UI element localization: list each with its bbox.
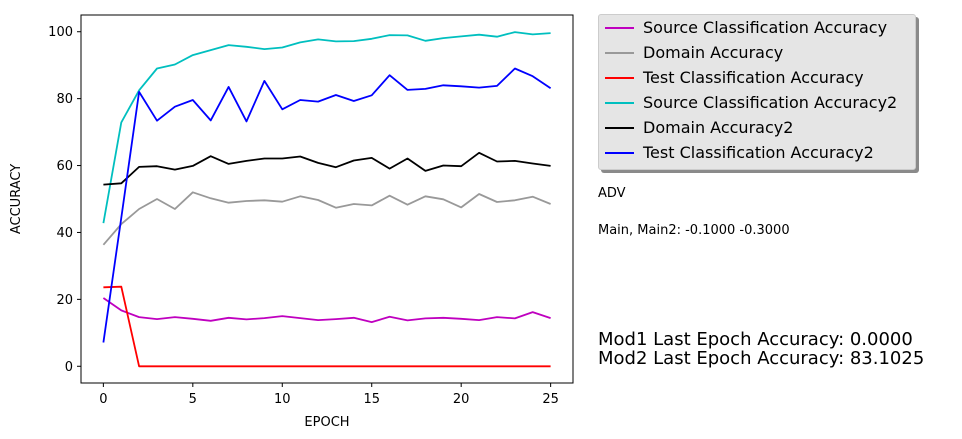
legend-label: Domain Accuracy: [643, 43, 784, 62]
y-tick-label: 40: [56, 226, 73, 241]
y-tick-label: 0: [65, 360, 73, 375]
legend-item: Source Classification Accuracy2: [599, 90, 915, 115]
y-tick-label: 100: [48, 25, 73, 40]
legend-label: Source Classification Accuracy2: [643, 93, 898, 112]
y-axis-label: ACCURACY: [9, 164, 24, 234]
x-tick-label: 20: [453, 392, 470, 407]
y-tick-label: 80: [56, 92, 73, 107]
plot-frame: [80, 14, 574, 384]
adv-label: ADV: [598, 186, 626, 201]
legend-swatch: [605, 27, 634, 29]
legend-swatch: [605, 77, 634, 79]
legend-item: Domain Accuracy: [599, 40, 915, 65]
legend-label: Test Classification Accuracy2: [643, 143, 874, 162]
main-weights-label: Main, Main2: -0.1000 -0.3000: [598, 223, 790, 238]
legend-item: Domain Accuracy2: [599, 115, 915, 140]
x-tick-label: 10: [274, 392, 291, 407]
legend-label: Source Classification Accuracy: [643, 18, 888, 37]
series-line-2: [102, 191, 551, 246]
y-tick-label: 20: [56, 293, 73, 308]
x-tick-label: 0: [99, 392, 107, 407]
series-line-4: [102, 31, 551, 224]
series-line-3: [103, 285, 551, 368]
series-line-1: [102, 297, 551, 324]
legend-item: Test Classification Accuracy: [599, 65, 915, 90]
x-tick-label: 25: [542, 392, 559, 407]
series-line-6: [102, 67, 552, 343]
legend-label: Test Classification Accuracy: [643, 68, 864, 87]
series-line-5: [103, 151, 551, 186]
legend-label: Domain Accuracy2: [643, 118, 794, 137]
y-tick-label: 60: [56, 159, 73, 174]
legend-swatch: [605, 102, 634, 104]
legend-swatch: [605, 52, 634, 54]
x-axis-label: EPOCH: [304, 415, 349, 430]
legend: Source Classification Accuracy Domain Acc…: [598, 14, 916, 170]
legend-swatch: [605, 127, 634, 129]
x-tick-label: 5: [189, 392, 197, 407]
mod1-accuracy-label: Mod1 Last Epoch Accuracy: 0.0000: [598, 329, 913, 350]
legend-item: Source Classification Accuracy: [599, 15, 915, 40]
mod2-accuracy-label: Mod2 Last Epoch Accuracy: 83.1025: [598, 348, 925, 369]
legend-item: Test Classification Accuracy2: [599, 140, 915, 165]
x-tick-label: 15: [363, 392, 380, 407]
legend-swatch: [605, 152, 634, 154]
